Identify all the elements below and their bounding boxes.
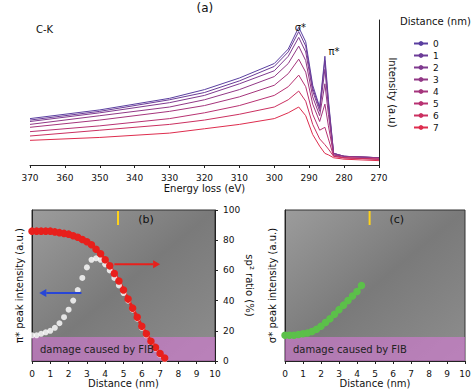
svg-text:σ*: σ*	[295, 22, 306, 33]
svg-text:360: 360	[56, 173, 73, 183]
svg-text:8: 8	[426, 369, 432, 379]
svg-text:4: 4	[433, 87, 439, 97]
svg-text:8: 8	[176, 369, 182, 379]
svg-text:damage caused by FIB: damage caused by FIB	[293, 344, 407, 355]
svg-text:sp² ratio (%): sp² ratio (%)	[244, 254, 255, 316]
svg-text:6: 6	[433, 111, 439, 121]
svg-text:Distance (nm): Distance (nm)	[340, 378, 411, 389]
svg-text:350: 350	[91, 173, 108, 183]
svg-text:290: 290	[301, 173, 318, 183]
svg-text:80: 80	[223, 235, 235, 245]
svg-text:100: 100	[223, 205, 240, 215]
svg-text:2: 2	[433, 63, 439, 73]
svg-text:Distance (nm): Distance (nm)	[400, 16, 471, 27]
svg-text:320: 320	[196, 173, 213, 183]
svg-text:Intensity (a.u): Intensity (a.u)	[387, 57, 398, 127]
svg-text:5: 5	[433, 99, 439, 109]
svg-text:9: 9	[444, 369, 450, 379]
svg-text:370: 370	[21, 173, 38, 183]
svg-text:9: 9	[194, 369, 200, 379]
svg-text:310: 310	[231, 173, 248, 183]
svg-text:10: 10	[459, 369, 471, 379]
svg-text:10: 10	[209, 369, 221, 379]
svg-text:7: 7	[433, 123, 439, 133]
svg-text:C-K: C-K	[36, 24, 54, 35]
svg-text:1: 1	[300, 369, 306, 379]
svg-text:3: 3	[84, 369, 90, 379]
svg-text:7: 7	[157, 369, 163, 379]
svg-text:330: 330	[161, 173, 178, 183]
svg-text:300: 300	[266, 173, 283, 183]
svg-text:4: 4	[354, 369, 360, 379]
svg-text:2: 2	[66, 369, 72, 379]
svg-text:0: 0	[223, 356, 229, 366]
svg-text:6: 6	[390, 369, 396, 379]
svg-text:5: 5	[372, 369, 378, 379]
svg-text:(a): (a)	[197, 1, 214, 15]
svg-text:π*: π*	[328, 46, 339, 57]
svg-text:3: 3	[336, 369, 342, 379]
svg-text:damage caused by FIB: damage caused by FIB	[40, 344, 154, 355]
svg-text:π* peak intensity (a.u.): π* peak intensity (a.u.)	[14, 228, 25, 343]
svg-text:4: 4	[102, 369, 108, 379]
svg-text:3: 3	[433, 75, 439, 85]
svg-text:0: 0	[282, 369, 288, 379]
svg-text:2: 2	[318, 369, 324, 379]
svg-text:5: 5	[121, 369, 127, 379]
svg-text:7: 7	[408, 369, 414, 379]
svg-text:1: 1	[433, 51, 439, 61]
svg-text:σ* peak intensity (a.u.): σ* peak intensity (a.u.)	[267, 228, 278, 343]
svg-text:0: 0	[29, 369, 35, 379]
svg-text:20: 20	[223, 326, 235, 336]
svg-text:270: 270	[370, 173, 387, 183]
svg-text:340: 340	[126, 173, 143, 183]
svg-text:280: 280	[336, 173, 353, 183]
svg-text:(b): (b)	[138, 213, 154, 226]
svg-text:Energy loss (eV): Energy loss (eV)	[164, 183, 246, 194]
svg-text:0: 0	[433, 39, 439, 49]
svg-text:6: 6	[139, 369, 145, 379]
svg-text:1: 1	[47, 369, 53, 379]
svg-text:Distance (nm): Distance (nm)	[88, 378, 159, 389]
svg-text:40: 40	[223, 296, 235, 306]
svg-text:60: 60	[223, 265, 235, 275]
svg-text:(c): (c)	[389, 213, 404, 226]
